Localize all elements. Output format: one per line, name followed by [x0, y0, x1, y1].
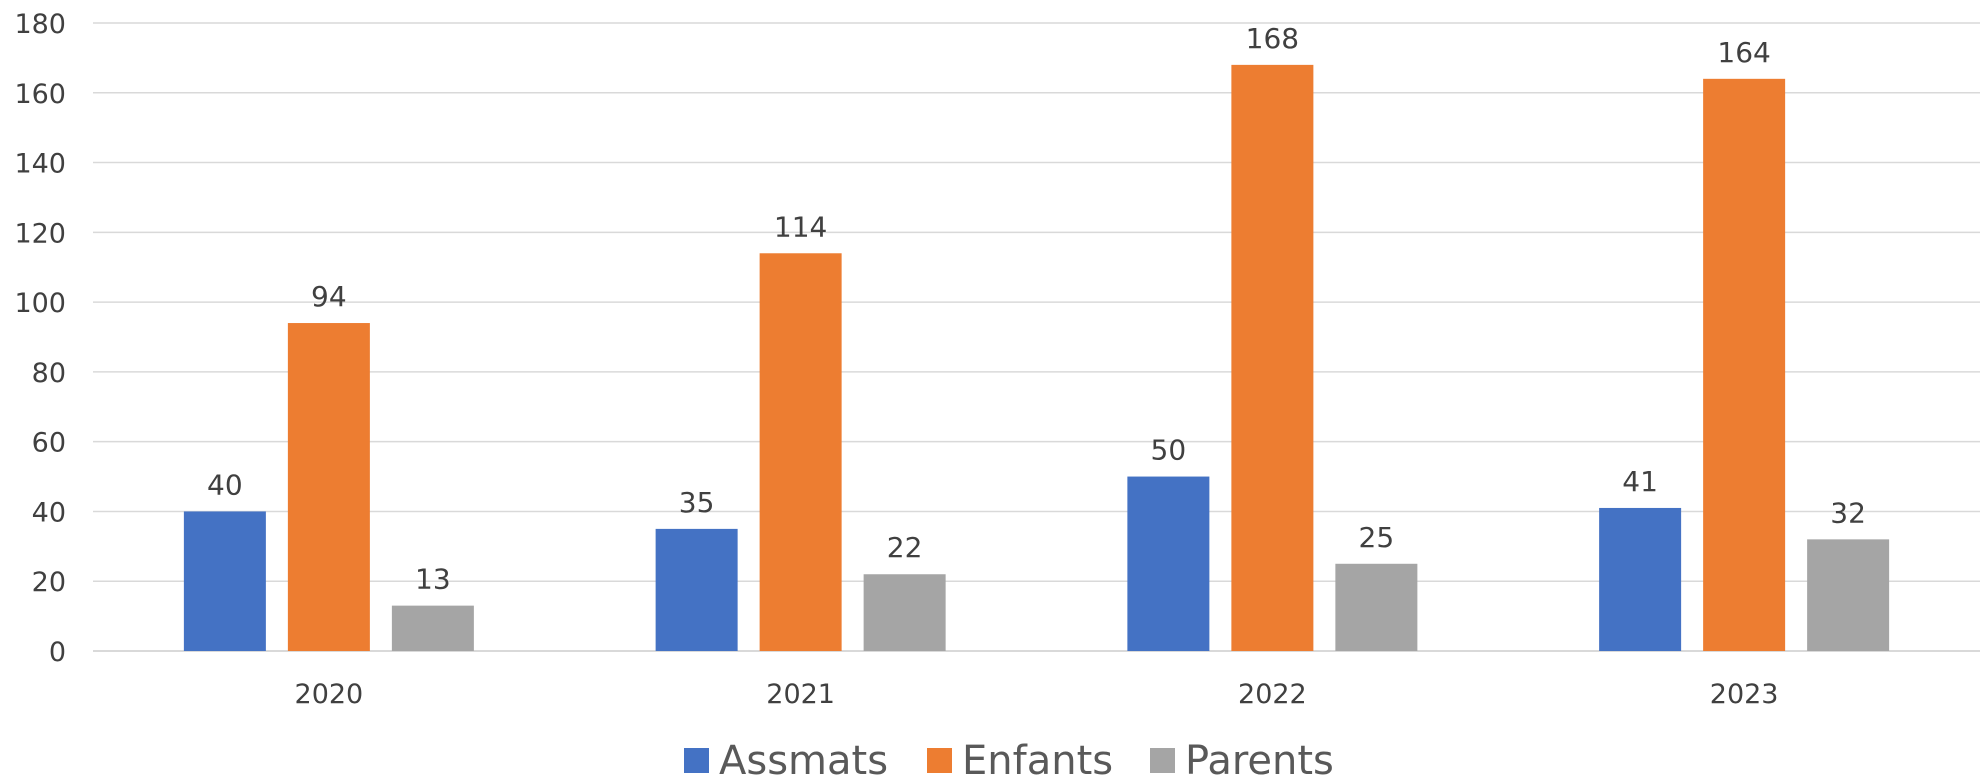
y-axis-ticks: 0 20 40 60 80 100 120 140 160 180 — [14, 9, 66, 668]
bar-parents-2021 — [863, 574, 946, 651]
legend-swatch-enfants — [927, 748, 952, 773]
data-label: 41 — [1622, 465, 1658, 498]
data-label: 13 — [415, 563, 451, 596]
x-tick-label: 2022 — [1238, 679, 1307, 710]
x-tick-label: 2023 — [1710, 679, 1779, 710]
data-label: 164 — [1717, 36, 1770, 69]
data-label: 50 — [1151, 434, 1187, 467]
bar-enfants-2020 — [287, 323, 370, 651]
y-tick-label: 160 — [14, 79, 66, 110]
bars — [183, 64, 1890, 652]
y-tick-label: 0 — [49, 637, 66, 668]
bar-enfants-2021 — [759, 253, 842, 651]
data-label: 32 — [1830, 496, 1866, 529]
y-tick-label: 120 — [14, 218, 66, 249]
x-tick-label: 2021 — [766, 679, 835, 710]
bar-enfants-2022 — [1231, 64, 1314, 651]
y-tick-label: 100 — [14, 288, 66, 319]
bar-assmats-2023 — [1599, 507, 1682, 651]
y-tick-label: 80 — [32, 358, 66, 389]
data-label: 40 — [207, 468, 243, 501]
y-tick-label: 140 — [14, 149, 66, 180]
y-tick-label: 40 — [32, 497, 66, 528]
data-label: 94 — [311, 280, 347, 313]
data-label: 25 — [1359, 521, 1395, 554]
y-tick-label: 60 — [32, 428, 66, 459]
bar-assmats-2020 — [183, 511, 266, 651]
data-label: 35 — [679, 486, 715, 519]
x-axis-ticks: 2020 2021 2022 2023 — [295, 679, 1779, 710]
y-tick-label: 180 — [14, 9, 66, 40]
bar-enfants-2023 — [1703, 78, 1786, 652]
bar-parents-2022 — [1335, 563, 1418, 651]
data-label: 114 — [774, 210, 827, 243]
x-tick-label: 2020 — [295, 679, 364, 710]
gridlines — [93, 22, 1980, 652]
legend-label-enfants: Enfants — [962, 738, 1113, 780]
y-tick-label: 20 — [32, 567, 66, 598]
legend: Assmats Enfants Parents — [684, 738, 1334, 780]
bar-parents-2020 — [391, 605, 474, 651]
legend-swatch-parents — [1150, 748, 1175, 773]
legend-swatch-assmats — [684, 748, 709, 773]
data-label: 22 — [887, 531, 923, 564]
legend-label-parents: Parents — [1185, 738, 1334, 780]
data-label: 168 — [1246, 22, 1299, 55]
bar-parents-2023 — [1807, 539, 1890, 651]
bar-assmats-2022 — [1127, 476, 1210, 651]
data-labels: 40 94 13 35 114 22 50 168 25 41 164 32 — [207, 22, 1866, 596]
bar-assmats-2021 — [655, 528, 738, 651]
legend-label-assmats: Assmats — [719, 738, 888, 780]
